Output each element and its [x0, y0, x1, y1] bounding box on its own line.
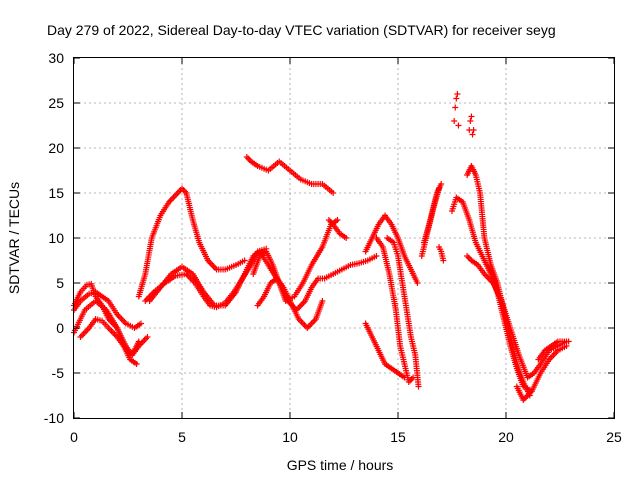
series-track-12 [325, 217, 350, 241]
series-track-15 [384, 235, 422, 390]
data-point [135, 338, 142, 345]
data-point [452, 104, 459, 111]
series-track-2 [71, 298, 140, 367]
data-point [343, 235, 350, 241]
series-track-16 [362, 320, 408, 381]
plot-frame [73, 57, 615, 419]
y-tick-labels: -10 -5 0 5 10 15 20 25 30 [44, 50, 64, 426]
data-point [334, 217, 341, 223]
data-point [414, 280, 421, 286]
y-axis-label: SDTVAR / TECUs [6, 182, 22, 294]
y-tick-label: -5 [52, 365, 65, 381]
y-tick-label: 5 [56, 275, 64, 291]
series-track-23 [513, 343, 570, 403]
y-tick-label: 25 [48, 95, 64, 111]
series-track-8 [243, 154, 337, 196]
data-point [468, 113, 475, 120]
series-track-13 [362, 212, 421, 286]
data-point [415, 383, 422, 390]
data-point [454, 91, 461, 97]
x-tick-labels: 0 5 10 15 20 25 [70, 429, 622, 445]
series-track-19 [436, 244, 447, 264]
data-point [565, 338, 572, 345]
data-point [467, 118, 474, 124]
x-tick-label: 5 [178, 429, 186, 445]
series-track-11 [254, 275, 326, 331]
series-outliers [451, 91, 477, 138]
chart-title: Day 279 of 2022, Sidereal Day-to-day VTE… [47, 22, 556, 38]
y-tick-label: 20 [48, 140, 64, 156]
series-track-4 [77, 316, 142, 358]
x-tick-label: 0 [70, 429, 78, 445]
axis-ticks [73, 57, 615, 419]
data-point [133, 361, 140, 367]
data-point [137, 320, 144, 327]
x-axis-label: GPS time / hours [287, 457, 394, 473]
data-point [470, 127, 477, 133]
data-point [438, 181, 445, 187]
y-tick-label: 0 [56, 320, 64, 336]
data-point [469, 131, 476, 138]
y-tick-label: 10 [48, 230, 64, 246]
data-point [453, 95, 460, 102]
x-tick-label: 25 [606, 429, 622, 445]
data-point [319, 298, 326, 304]
x-tick-label: 10 [282, 429, 298, 445]
y-tick-label: 15 [48, 185, 64, 201]
series-track-18 [420, 181, 445, 246]
series-track-3 [71, 289, 144, 331]
data-point [440, 257, 447, 264]
series-track-9 [250, 217, 341, 304]
series-track-21 [464, 163, 533, 399]
series-track-14 [373, 235, 417, 385]
data-point [401, 374, 408, 381]
x-tick-label: 15 [390, 429, 406, 445]
series-track-24 [535, 338, 572, 363]
data-point [241, 257, 248, 264]
data-points [71, 91, 572, 403]
data-point [455, 122, 462, 129]
data-point [373, 253, 380, 259]
y-tick-label: -10 [44, 410, 64, 426]
data-point [330, 190, 337, 196]
series-track-5 [135, 185, 248, 300]
data-point [144, 334, 151, 340]
data-point [451, 118, 458, 124]
x-tick-label: 20 [498, 429, 514, 445]
y-tick-label: 30 [48, 50, 64, 66]
